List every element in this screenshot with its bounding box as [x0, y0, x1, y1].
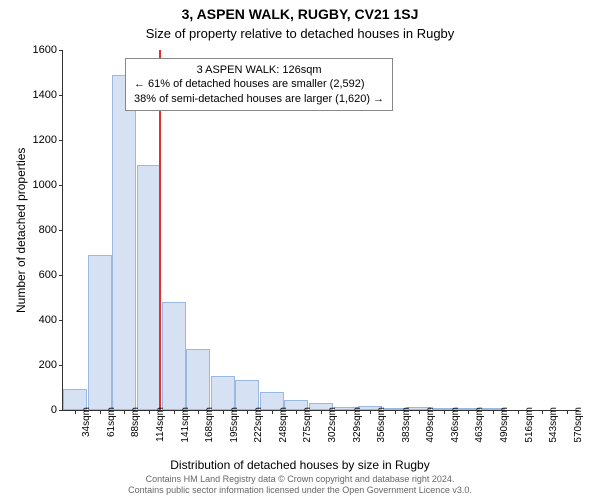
x-tick-mark — [198, 410, 199, 414]
y-tick-label: 1400 — [23, 89, 57, 101]
x-tick-mark — [272, 410, 273, 414]
histogram-bar — [112, 75, 136, 410]
y-tick-mark — [59, 50, 63, 51]
x-tick-label: 570sqm — [573, 407, 584, 451]
x-tick-mark — [75, 410, 76, 414]
annotation-line1: 3 ASPEN WALK: 126sqm — [134, 63, 384, 77]
x-tick-mark — [124, 410, 125, 414]
x-tick-label: 516sqm — [524, 407, 535, 451]
x-tick-label: 222sqm — [253, 407, 264, 451]
x-tick-label: 463sqm — [474, 407, 485, 451]
histogram-bar — [186, 349, 210, 410]
x-tick-mark — [321, 410, 322, 414]
y-tick-mark — [59, 140, 63, 141]
histogram-bar — [88, 255, 112, 410]
annotation-line2: ← 61% of detached houses are smaller (2,… — [134, 77, 384, 91]
plot-area: 3 ASPEN WALK: 126sqm ← 61% of detached h… — [62, 50, 579, 411]
histogram-bar — [235, 380, 259, 410]
histogram-bar — [162, 302, 186, 410]
x-tick-label: 543sqm — [548, 407, 559, 451]
footer-line1: Contains HM Land Registry data © Crown c… — [0, 474, 600, 485]
y-tick-mark — [59, 320, 63, 321]
x-tick-mark — [346, 410, 347, 414]
x-tick-mark — [444, 410, 445, 414]
y-tick-label: 800 — [23, 224, 57, 236]
x-tick-mark — [419, 410, 420, 414]
y-tick-label: 1600 — [23, 44, 57, 56]
x-tick-mark — [370, 410, 371, 414]
y-tick-label: 200 — [23, 359, 57, 371]
x-tick-mark — [223, 410, 224, 414]
y-tick-mark — [59, 410, 63, 411]
y-tick-mark — [59, 185, 63, 186]
x-tick-mark — [395, 410, 396, 414]
x-tick-label: 34sqm — [81, 407, 92, 451]
chart-container: 3, ASPEN WALK, RUGBY, CV21 1SJ Size of p… — [0, 0, 600, 500]
x-tick-label: 436sqm — [450, 407, 461, 451]
x-tick-label: 275sqm — [302, 407, 313, 451]
y-tick-mark — [59, 230, 63, 231]
y-tick-mark — [59, 95, 63, 96]
x-tick-mark — [542, 410, 543, 414]
x-tick-label: 141sqm — [180, 407, 191, 451]
x-tick-mark — [247, 410, 248, 414]
x-tick-label: 88sqm — [130, 407, 141, 451]
histogram-bar — [211, 376, 235, 410]
y-tick-label: 400 — [23, 314, 57, 326]
chart-title-line1: 3, ASPEN WALK, RUGBY, CV21 1SJ — [0, 6, 600, 22]
x-tick-mark — [174, 410, 175, 414]
x-tick-mark — [493, 410, 494, 414]
x-tick-label: 61sqm — [106, 407, 117, 451]
annotation-line3: 38% of semi-detached houses are larger (… — [134, 92, 384, 106]
y-tick-label: 0 — [23, 404, 57, 416]
x-tick-label: 329sqm — [352, 407, 363, 451]
annotation-box: 3 ASPEN WALK: 126sqm ← 61% of detached h… — [125, 58, 393, 111]
x-tick-label: 195sqm — [229, 407, 240, 451]
x-tick-mark — [149, 410, 150, 414]
x-tick-mark — [567, 410, 568, 414]
x-tick-label: 409sqm — [425, 407, 436, 451]
x-axis-label: Distribution of detached houses by size … — [0, 458, 600, 472]
footer-line2: Contains public sector information licen… — [0, 485, 600, 496]
y-tick-mark — [59, 275, 63, 276]
x-tick-mark — [468, 410, 469, 414]
x-tick-label: 248sqm — [278, 407, 289, 451]
x-tick-mark — [296, 410, 297, 414]
x-tick-label: 383sqm — [401, 407, 412, 451]
y-tick-mark — [59, 365, 63, 366]
x-tick-label: 356sqm — [376, 407, 387, 451]
histogram-bar — [137, 165, 161, 410]
chart-footer: Contains HM Land Registry data © Crown c… — [0, 474, 600, 496]
y-tick-label: 1200 — [23, 134, 57, 146]
x-tick-mark — [100, 410, 101, 414]
x-tick-label: 168sqm — [204, 407, 215, 451]
y-tick-label: 1000 — [23, 179, 57, 191]
x-tick-label: 302sqm — [327, 407, 338, 451]
chart-title-line2: Size of property relative to detached ho… — [0, 26, 600, 41]
x-tick-label: 490sqm — [499, 407, 510, 451]
x-tick-mark — [518, 410, 519, 414]
x-tick-label: 114sqm — [155, 407, 166, 451]
y-tick-label: 600 — [23, 269, 57, 281]
